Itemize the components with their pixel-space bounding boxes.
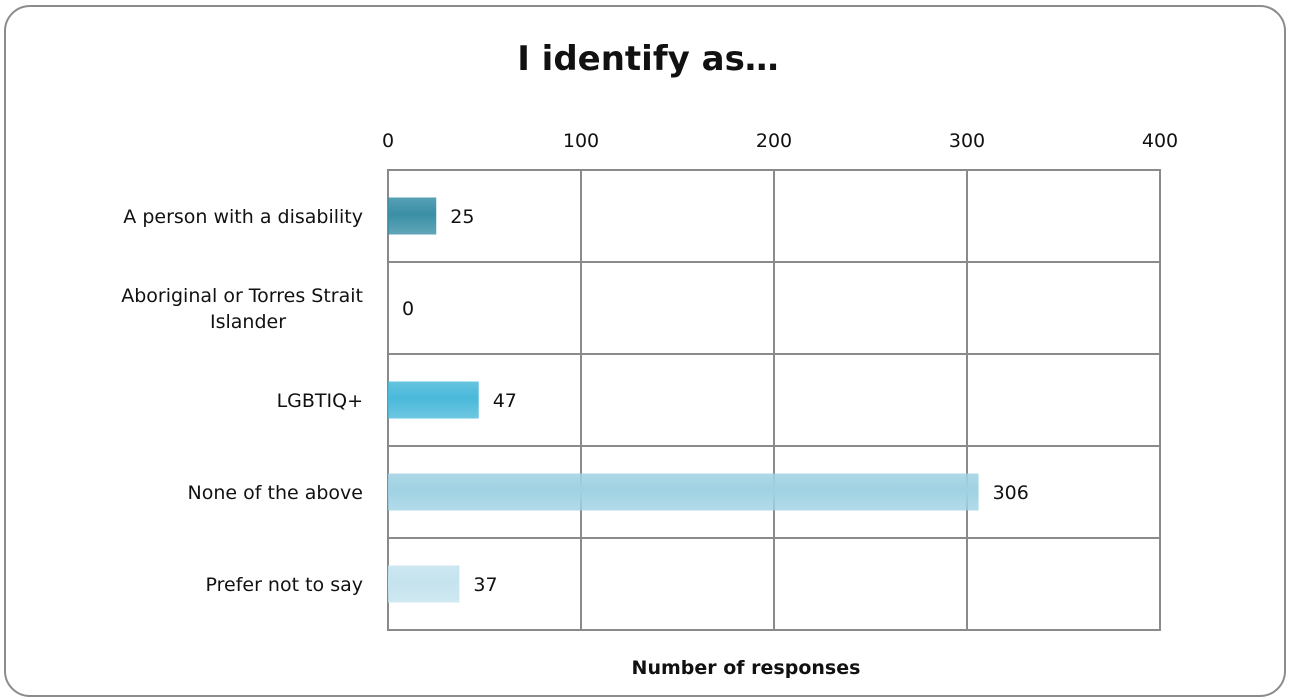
data-label: 47 xyxy=(493,390,517,412)
category-label: Aboriginal or Torres Strait xyxy=(121,285,363,307)
bar xyxy=(388,381,479,419)
x-tick-label: 200 xyxy=(756,130,792,152)
category-label: Prefer not to say xyxy=(206,574,364,596)
data-label: 306 xyxy=(993,482,1029,504)
x-tick-label: 300 xyxy=(949,130,985,152)
chart-title: I identify as… xyxy=(517,39,779,79)
chart-frame xyxy=(4,5,1286,697)
bar xyxy=(388,473,979,511)
category-label: Islander xyxy=(210,311,286,333)
x-tick-label: 400 xyxy=(1142,130,1178,152)
category-label: None of the above xyxy=(188,482,363,504)
bar xyxy=(388,565,460,603)
data-label: 0 xyxy=(402,298,414,320)
data-label: 25 xyxy=(450,206,474,228)
x-tick-label: 0 xyxy=(382,130,394,152)
data-label: 37 xyxy=(473,574,497,596)
x-tick-label: 100 xyxy=(563,130,599,152)
category-label: A person with a disability xyxy=(123,206,363,228)
x-axis-title: Number of responses xyxy=(632,657,861,679)
category-label: LGBTIQ+ xyxy=(277,390,363,412)
bar xyxy=(388,197,437,235)
